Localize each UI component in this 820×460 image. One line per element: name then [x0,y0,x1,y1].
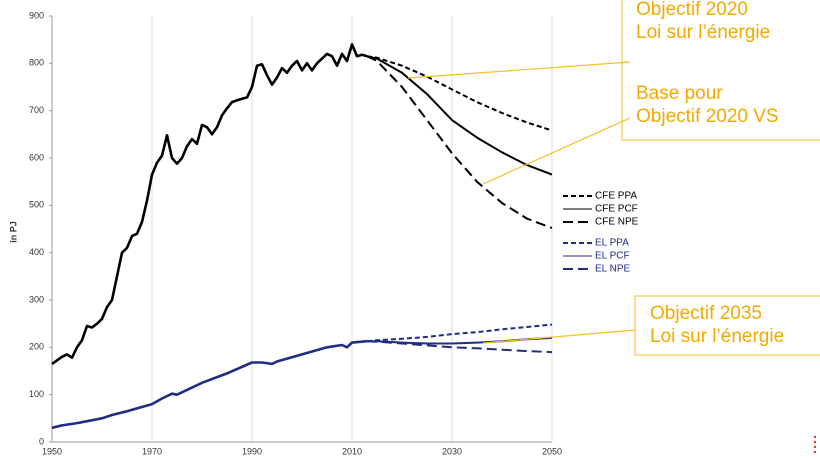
annotation-text: Objectif 2020 VS [636,106,779,127]
y-tick-label: 100 [29,389,44,399]
legend-label: EL PPA [595,238,629,249]
series-line [366,323,553,343]
annotation-text: Objectif 2020 [636,0,748,20]
decoration [813,435,817,454]
annotation-text: Objectif 2035 [650,303,762,324]
y-axis-label: in PJ [8,221,18,243]
x-tick-label: 2010 [342,446,362,456]
legend-label: CFE NPE [595,217,639,228]
x-tick-label: 1990 [242,446,262,456]
annotation-text: Base pour [636,83,723,104]
y-tick-label: 300 [29,294,44,304]
annotation-arrow [407,61,631,79]
annotation-text: Loi sur l’énergie [636,22,770,43]
y-tick-label: 700 [29,105,44,115]
y-tick-label: 200 [29,342,44,352]
y-tick-label: 900 [29,10,44,20]
legend-label: CFE PCF [595,204,638,215]
annotation-arrow [482,329,636,344]
annotation-arrow [482,117,631,185]
series-line [366,340,553,354]
y-tick-label: 0 [39,436,44,446]
series-line [366,55,553,230]
series-line [51,43,368,365]
x-tick-label: 2030 [442,446,462,456]
series-line [366,55,553,176]
series-line [366,55,553,132]
legend-label: CFE PPA [595,191,637,202]
series-line [51,339,368,430]
annotation-box [621,0,820,141]
x-tick-label: 1950 [42,446,62,456]
y-tick-label: 800 [29,58,44,68]
legend-label: EL PCF [595,251,630,262]
y-tick-label: 600 [29,152,44,162]
legend-label: EL NPE [595,264,631,275]
y-tick-label: 500 [29,200,44,210]
y-tick-label: 400 [29,247,44,257]
x-tick-label: 2050 [542,446,562,456]
annotation-box [634,295,820,356]
x-tick-label: 1970 [142,446,162,456]
annotation-text: Loi sur l’énergie [650,326,784,347]
